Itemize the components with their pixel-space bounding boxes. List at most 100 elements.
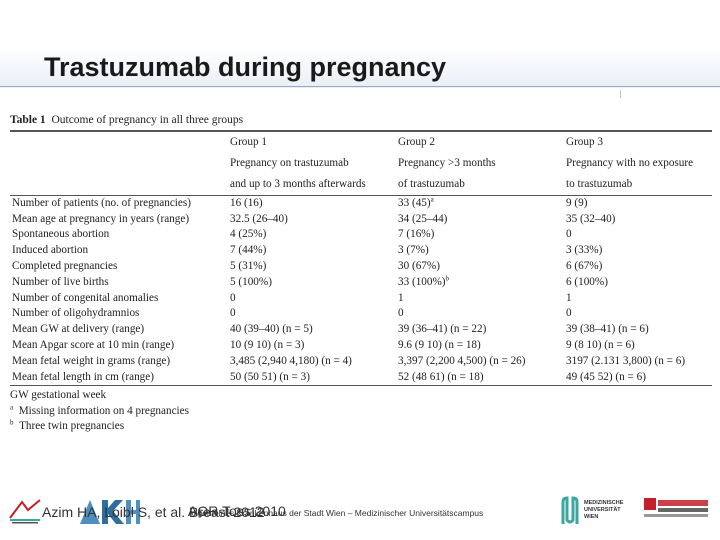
divider-tick — [620, 90, 621, 98]
group2-cell: 34 (25–44) — [396, 212, 564, 228]
table-header: Group 1 Group 2 Group 3 Pregnancy on tra… — [10, 132, 712, 195]
header-row: and up to 3 months afterwards of trastuz… — [10, 174, 712, 195]
row-label-cell-text: Number of patients (no. of pregnancies) — [12, 196, 191, 209]
table-row: Mean fetal weight in grams (range) 3,485 … — [10, 354, 712, 370]
group2-cell: 39 (36–41) (n = 22) — [396, 322, 564, 338]
outcome-table-body: Number of patients (no. of pregnancies) 1… — [10, 196, 712, 386]
group2-cell: 3 (7%) — [396, 243, 564, 259]
group3-cell-text: 9 (9) — [566, 196, 588, 209]
table-row: Number of congenital anomalies 0 1 1 — [10, 291, 712, 307]
group1-cell-text: 0 — [230, 291, 236, 304]
row-label-cell: Mean fetal length in cm (range) — [10, 370, 228, 386]
table-header-rule — [10, 194, 712, 196]
row-label-cell: Mean age at pregnancy in years (range) — [10, 212, 228, 228]
table-note: b Three twin pregnancies — [10, 418, 712, 434]
group1-cell-text: 5 (100%) — [230, 275, 272, 288]
table-row: Spontaneous abortion 4 (25%) 7 (16%) 0 — [10, 227, 712, 243]
group2-cell-text: 3 (7%) — [398, 244, 429, 257]
group1-cell-text: 32.5 (26–40) — [230, 212, 288, 225]
group2-cell-text: 33 (45) — [398, 196, 431, 209]
meduni-line: WIEN — [584, 513, 599, 520]
row-label-cell-text: Number of live births — [12, 275, 109, 288]
group2-cell: 0 — [396, 306, 564, 322]
group3-cell: 49 (45 52) (n = 6) — [564, 370, 712, 386]
table-notes: GW gestational week a Missing information… — [10, 386, 712, 433]
table-row: Number of live births 5 (100%) 33 (100%)b 6… — [10, 275, 712, 291]
group2-cell-text: 34 (25–44) — [398, 212, 448, 225]
citation-author: Azim HA, Loibl S, et al. Breast 2012 — [42, 504, 265, 520]
group2-cell-text: 0 — [398, 307, 404, 320]
group2-cell-text: 33 (100%) — [398, 275, 446, 288]
group3-cell-text: 3197 (2.131 3,800) (n = 6) — [566, 354, 686, 367]
outcome-table-figure: Table 1 Outcome of pregnancy in all thre… — [10, 114, 712, 434]
row-label-cell-text: Induced abortion — [12, 244, 89, 257]
header-cell: Group 1 — [230, 135, 267, 148]
group2-cell-text: 9.6 (9 10) (n = 18) — [398, 339, 481, 351]
title-divider — [0, 86, 720, 87]
table-row: Mean GW at delivery (range) 40 (39–40) (n… — [10, 322, 712, 338]
table-row: Number of patients (no. of pregnancies) 1… — [10, 196, 712, 212]
group3-cell-text: 3 (33%) — [566, 244, 603, 257]
row-label-cell: Mean GW at delivery (range) — [10, 322, 228, 338]
group3-cell: 39 (38–41) (n = 6) — [564, 322, 712, 338]
group1-cell: 50 (50 51) (n = 3) — [228, 370, 396, 386]
group1-cell: 5 (100%) — [228, 275, 396, 291]
group2-cell: 7 (16%) — [396, 227, 564, 243]
row-label-cell-text: Number of congenital anomalies — [12, 291, 159, 304]
group1-cell-text: 16 (16) — [230, 196, 263, 209]
group2-cell-text: 3,397 (2,200 4,500) (n = 26) — [398, 354, 526, 367]
table-row: Mean fetal length in cm (range) 50 (50 51… — [10, 370, 712, 386]
row-label-cell: Number of oligohydramnios — [10, 306, 228, 322]
group1-cell: 3,485 (2,940 4,180) (n = 4) — [228, 354, 396, 370]
group3-cell-text: 0 — [566, 228, 572, 241]
slide-title: Trastuzumab during pregnancy — [44, 52, 447, 82]
group1-cell-text: 4 (25%) — [230, 228, 267, 241]
group3-cell: 1 — [564, 291, 712, 307]
table-note-text: Three twin pregnancies — [19, 419, 125, 432]
group3-cell: 6 (100%) — [564, 275, 712, 291]
institution-emblem-icon — [9, 499, 41, 524]
group1-cell: 10 (9 10) (n = 3) — [228, 338, 396, 354]
group3-cell: 3197 (2.131 3,800) (n = 6) — [564, 354, 712, 370]
table-row: Induced abortion 7 (44%) 3 (7%) 3 (33%) — [10, 243, 712, 259]
group3-cell-text: 9 (8 10) (n = 6) — [566, 339, 635, 351]
footnote-marker: a — [10, 402, 14, 411]
header-row: Pregnancy on trastuzumab Pregnancy >3 mo… — [10, 153, 712, 174]
group1-cell: 7 (44%) — [228, 243, 396, 259]
group1-cell-text: 10 (9 10) (n = 3) — [230, 339, 305, 351]
group3-cell: 35 (32–40) — [564, 212, 712, 228]
group3-cell: 9 (8 10) (n = 6) — [564, 338, 712, 354]
group1-cell: 40 (39–40) (n = 5) — [228, 322, 396, 338]
group3-cell-text: 6 (67%) — [566, 260, 603, 273]
row-label-cell-text: Mean fetal weight in grams (range) — [12, 354, 171, 367]
group3-cell-text: 39 (38–41) (n = 6) — [566, 323, 649, 336]
table-body: Number of patients (no. of pregnancies) 1… — [10, 196, 712, 386]
meduni-logo-icon — [561, 496, 579, 524]
group2-cell-text: 52 (48 61) (n = 18) — [398, 370, 484, 383]
table-note-text: Missing information on 4 pregnancies — [18, 404, 189, 417]
group2-cell: 1 — [396, 291, 564, 307]
table-note: GW gestational week — [10, 388, 712, 403]
footnote-marker: b — [445, 274, 450, 283]
row-label-cell: Number of live births — [10, 275, 228, 291]
row-label-cell-text: Mean GW at delivery (range) — [12, 323, 145, 336]
table-bottom-rule — [10, 385, 712, 387]
group1-cell-text: 0 — [230, 307, 236, 320]
header-cell — [10, 153, 228, 174]
table-row: Mean age at pregnancy in years (range) 32… — [10, 212, 712, 228]
group3-cell-text: 6 (100%) — [566, 275, 608, 288]
group3-cell-text: 49 (45 52) (n = 6) — [566, 370, 646, 383]
group2-cell: 9.6 (9 10) (n = 18) — [396, 338, 564, 354]
group3-cell: 0 — [564, 306, 712, 322]
table-note-text: GW gestational week — [10, 389, 107, 402]
table-row: Completed pregnancies 5 (31%) 30 (67%) 6 (6… — [10, 259, 712, 275]
group1-cell-text: 50 (50 51) (n = 3) — [230, 370, 310, 383]
row-label-cell: Mean Apgar score at 10 min (range) — [10, 338, 228, 354]
group2-cell-text: 7 (16%) — [398, 228, 435, 241]
group2-cell: 52 (48 61) (n = 18) — [396, 370, 564, 386]
row-label-cell: Mean fetal weight in grams (range) — [10, 354, 228, 370]
table-caption-text: Outcome of pregnancy in all three groups — [51, 114, 244, 126]
group1-cell-text: 5 (31%) — [230, 260, 267, 273]
group1-cell-text: 40 (39–40) (n = 5) — [230, 323, 313, 336]
row-label-cell-text: Number of oligohydramnios — [12, 307, 140, 320]
